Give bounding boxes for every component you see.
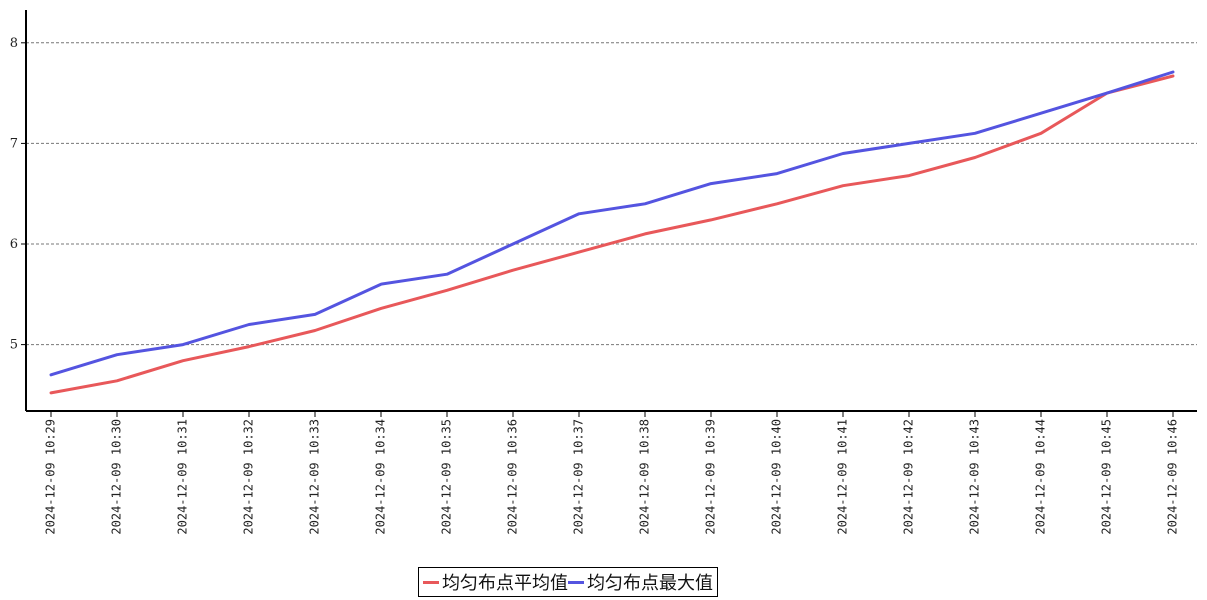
x-tick-label: 2024-12-09 10:44 xyxy=(1034,419,1048,535)
x-tick-label: 2024-12-09 10:32 xyxy=(242,419,256,535)
x-tick-label: 2024-12-09 10:42 xyxy=(902,419,916,535)
x-tick-label: 2024-12-09 10:31 xyxy=(176,419,190,535)
legend-item-mean[interactable]: 均匀布点平均值 xyxy=(423,569,568,595)
legend-swatch-mean xyxy=(423,580,439,584)
legend: 均匀布点平均值 均匀布点最大值 xyxy=(418,567,718,597)
x-tick-label: 2024-12-09 10:45 xyxy=(1100,419,1114,535)
x-tick-label: 2024-12-09 10:34 xyxy=(374,419,388,535)
x-tick-label: 2024-12-09 10:35 xyxy=(440,419,454,535)
x-tick-label: 2024-12-09 10:40 xyxy=(770,419,784,535)
x-tick-label: 2024-12-09 10:29 xyxy=(44,419,58,535)
y-tick-label: 5 xyxy=(10,338,18,353)
x-tick-label: 2024-12-09 10:39 xyxy=(704,419,718,535)
x-tick-label: 2024-12-09 10:43 xyxy=(968,419,982,535)
x-tick-label: 2024-12-09 10:30 xyxy=(110,419,124,535)
legend-label-max: 均匀布点最大值 xyxy=(587,573,713,594)
x-tick-label: 2024-12-09 10:38 xyxy=(638,419,652,535)
x-tick-label: 2024-12-09 10:33 xyxy=(308,419,322,535)
x-tick-label: 2024-12-09 10:37 xyxy=(572,419,586,535)
series-line-max xyxy=(49,70,1175,377)
legend-item-max[interactable]: 均匀布点最大值 xyxy=(568,569,713,595)
legend-swatch-max xyxy=(568,580,584,584)
y-tick-label: 7 xyxy=(10,136,18,151)
y-tick-label: 8 xyxy=(10,36,18,51)
y-tick-label: 6 xyxy=(10,237,18,252)
legend-label-mean: 均匀布点平均值 xyxy=(442,573,568,594)
x-tick-label: 2024-12-09 10:46 xyxy=(1166,419,1180,535)
x-tick-label: 2024-12-09 10:41 xyxy=(836,419,850,535)
x-tick-label: 2024-12-09 10:36 xyxy=(506,419,520,535)
series-line-mean xyxy=(49,74,1175,395)
